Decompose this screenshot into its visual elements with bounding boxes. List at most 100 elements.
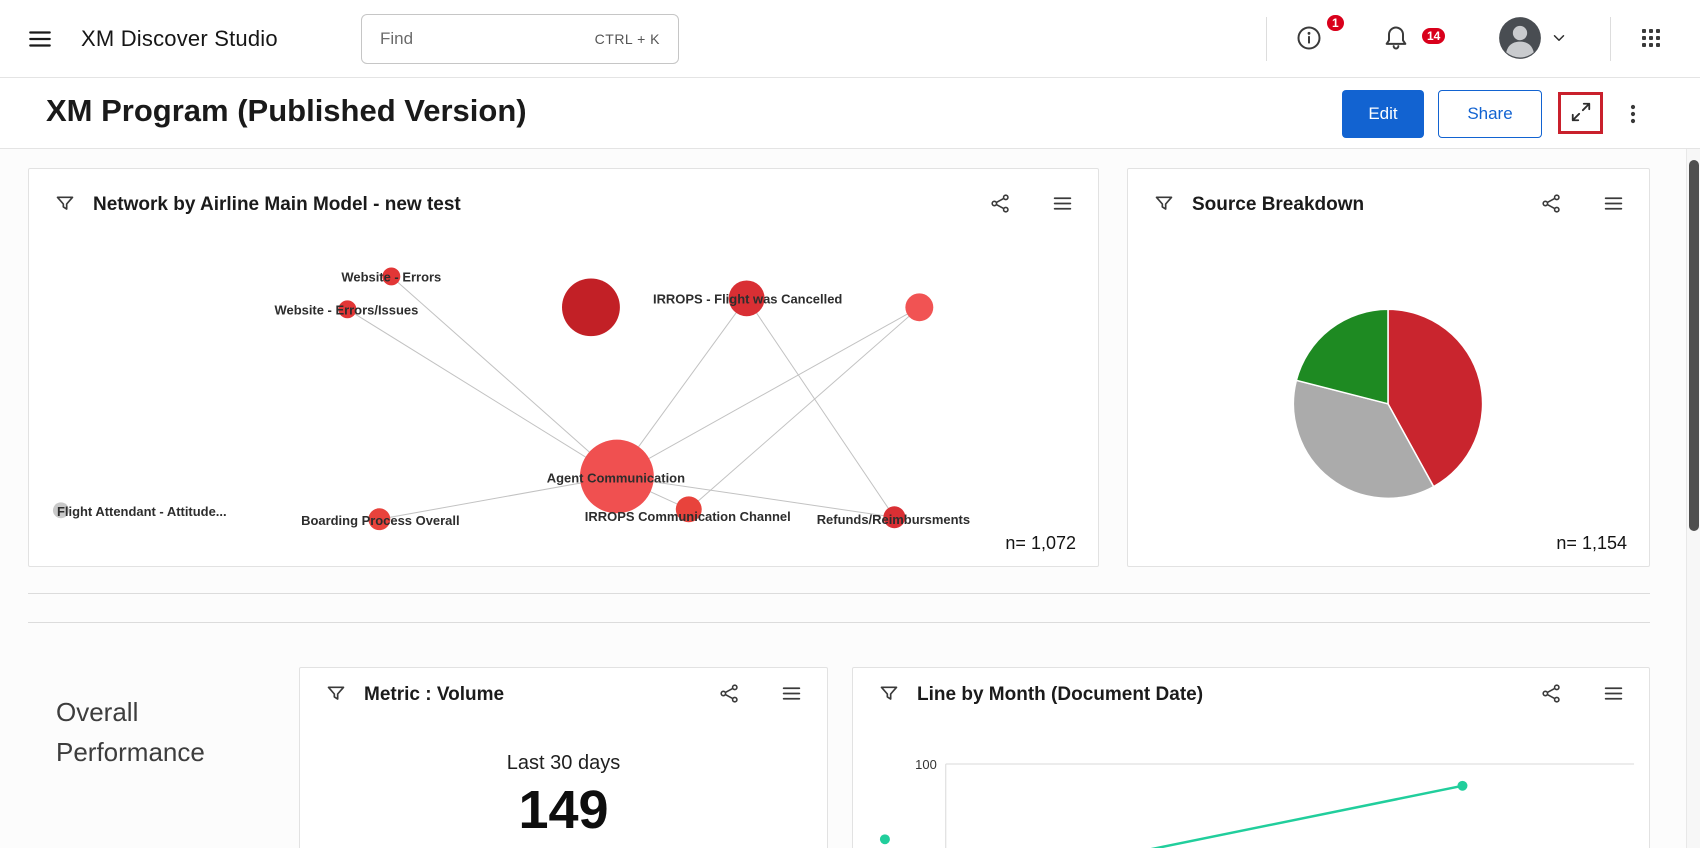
widget-menu-button[interactable]: [1601, 683, 1625, 707]
row-divider: [28, 593, 1650, 594]
widget-network-header: Network by Airline Main Model - new test: [29, 169, 1098, 241]
widget-metric-volume: Metric : Volume Last 30 days 149: [299, 667, 828, 848]
more-options-button[interactable]: [1620, 97, 1646, 133]
find-placeholder: Find: [380, 29, 414, 48]
pie-chart: [1292, 308, 1484, 500]
widget-share-button[interactable]: [988, 193, 1012, 217]
widget-filter-button[interactable]: [1152, 193, 1176, 217]
network-node-boarding_process[interactable]: [368, 508, 391, 531]
line-point[interactable]: [1457, 780, 1468, 791]
network-edge: [746, 298, 895, 518]
widget-line-header: Line by Month (Document Date): [853, 668, 1649, 722]
share-network-icon: [1541, 683, 1562, 707]
metric-period: Last 30 days: [506, 752, 621, 774]
network-node-website_issues[interactable]: [338, 300, 357, 319]
bell-icon: [1382, 24, 1410, 55]
chevron-down-icon: [1550, 29, 1568, 50]
filter-funnel-icon: [879, 684, 899, 707]
widget-network: Network by Airline Main Model - new test…: [28, 168, 1099, 567]
network-node-irrops_cancelled[interactable]: [728, 280, 765, 317]
network-node-label: Agent Communication: [547, 470, 685, 485]
network-edge: [379, 475, 617, 520]
network-node-unlabeled_right[interactable]: [905, 293, 934, 322]
record-count: n= 1,072: [1005, 533, 1076, 553]
widget-metric-header: Metric : Volume: [300, 668, 827, 722]
metric-body: Last 30 days 149: [300, 722, 827, 841]
network-edge: [347, 308, 618, 477]
widget-title: Metric : Volume: [364, 684, 505, 705]
share-network-icon: [1541, 193, 1562, 217]
menu-lines-icon: [1603, 683, 1624, 707]
find-shortcut-hint: CTRL + K: [594, 31, 660, 47]
page-title: XM Program (Published Version): [46, 93, 527, 128]
filter-funnel-icon: [1154, 194, 1174, 217]
record-count: n= 1,154: [1556, 533, 1627, 553]
share-network-icon: [990, 193, 1011, 217]
widget-share-button[interactable]: [1539, 193, 1563, 217]
kebab-icon: [1621, 102, 1645, 129]
network-edge: [616, 475, 895, 518]
share-button[interactable]: Share: [1438, 90, 1542, 138]
network-node-flight_attendant[interactable]: [52, 502, 69, 519]
pie-slice-gray[interactable]: [1292, 379, 1435, 500]
notifications-button[interactable]: 14: [1376, 19, 1448, 59]
pie-slice-green[interactable]: [1295, 308, 1389, 405]
line-point[interactable]: [879, 834, 890, 845]
pie-slice-red[interactable]: [1387, 308, 1484, 488]
widget-share-button[interactable]: [1539, 683, 1563, 707]
share-network-icon: [719, 683, 740, 707]
line-series: [1150, 784, 1463, 848]
notifications-badge: 14: [1420, 26, 1448, 46]
network-node-unlabeled_large[interactable]: [562, 278, 620, 337]
network-edge: [616, 306, 920, 477]
info-icon: [1295, 24, 1323, 55]
find-search-box[interactable]: Find CTRL + K: [361, 14, 679, 64]
widget-filter-button[interactable]: [877, 683, 901, 707]
widget-source-header: Source Breakdown: [1128, 169, 1649, 241]
network-node-label: Flight Attendant - Attitude...: [57, 504, 227, 519]
widget-title: Source Breakdown: [1192, 194, 1365, 215]
widget-menu-button[interactable]: [779, 683, 803, 707]
network-edge: [688, 306, 920, 510]
user-menu-button[interactable]: [1498, 14, 1592, 64]
widget-filter-button[interactable]: [53, 193, 77, 217]
row-divider: [28, 622, 1650, 623]
expand-icon: [1570, 101, 1592, 126]
network-node-irrops_comm[interactable]: [675, 496, 702, 523]
network-node-refunds[interactable]: [883, 506, 906, 529]
menu-lines-icon: [1603, 193, 1624, 217]
info-badge: 1: [1325, 13, 1346, 33]
menu-lines-icon: [1052, 193, 1073, 217]
network-node-label: Website - Errors/Issues: [275, 302, 419, 317]
menu-lines-icon: [781, 683, 802, 707]
widget-menu-button[interactable]: [1601, 193, 1625, 217]
main-menu-button[interactable]: [26, 26, 54, 52]
app-title: XM Discover Studio: [81, 26, 278, 51]
network-node-label: Website - Errors: [341, 269, 441, 284]
hamburger-icon: [27, 31, 53, 55]
apps-grid-icon: [1639, 26, 1663, 53]
network-chart: Website - Errors Website - Errors/Issues I…: [52, 267, 970, 531]
widget-title: Network by Airline Main Model - new test: [93, 194, 461, 215]
network-edge: [390, 276, 618, 477]
avatar: [1498, 16, 1542, 63]
network-node-label: IRROPS Communication Channel: [585, 509, 791, 524]
info-button[interactable]: 1: [1289, 13, 1346, 59]
section-label: Overall Performance: [56, 697, 205, 767]
scrollbar-track[interactable]: [1686, 149, 1700, 848]
metric-value: 149: [518, 780, 609, 840]
network-node-label: Boarding Process Overall: [301, 513, 459, 528]
navbar-divider: [1266, 17, 1267, 61]
apps-grid-button[interactable]: [1631, 19, 1671, 59]
network-node-agent_communication[interactable]: [579, 439, 654, 514]
scrollbar-thumb[interactable]: [1689, 160, 1699, 531]
filter-funnel-icon: [326, 684, 346, 707]
network-node-website_errors[interactable]: [382, 267, 401, 286]
line-chart: 100: [879, 757, 1635, 848]
widget-share-button[interactable]: [717, 683, 741, 707]
widget-filter-button[interactable]: [324, 683, 348, 707]
edit-button[interactable]: Edit: [1342, 90, 1424, 138]
fullscreen-button[interactable]: [1558, 92, 1603, 134]
widget-line-by-month: Line by Month (Document Date) 100: [852, 667, 1650, 848]
widget-menu-button[interactable]: [1050, 193, 1074, 217]
